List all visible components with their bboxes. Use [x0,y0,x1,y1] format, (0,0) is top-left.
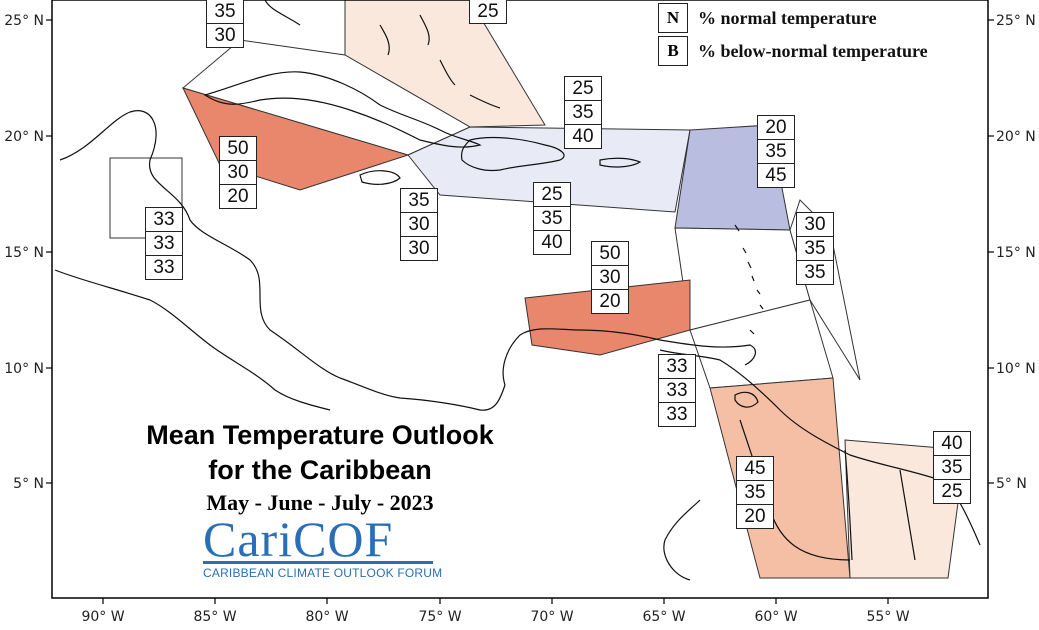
prob-normal: 30 [401,213,437,237]
prob-box-abc-islands: 50 30 20 [591,241,629,314]
prob-above: 40 [934,432,970,456]
prob-box-cuba-central-cayman: 50 30 20 [219,136,257,209]
prob-normal: 35 [565,101,601,125]
prob-box-suriname-french-guiana: 40 35 25 [933,431,971,504]
legend-below: B % below-normal temperature [658,36,928,66]
legend-label-normal: % normal temperature [698,7,877,28]
lat-tick-label-right: 15° N [996,245,1036,261]
lon-tick-label: 55° W [866,609,909,625]
prob-box-windward-islands: 30 35 35 [796,212,834,285]
prob-above: 25 [534,183,570,207]
prob-above: 50 [592,242,628,266]
prob-normal: 33 [659,379,695,403]
prob-below: 40 [541,232,563,253]
prob-below: 25 [941,481,963,502]
prob-normal: 30 [592,266,628,290]
logo-subtitle: CARIBBEAN CLIMATE OUTLOOK FORUM [203,566,443,580]
prob-below: 30 [408,238,430,259]
prob-above: 45 [737,457,773,481]
zone-guyana [709,377,851,579]
lon-tick-label: 85° W [193,609,236,625]
prob-below: 40 [572,126,594,147]
prob-below: 45 [765,165,787,186]
legend-label-below: % below-normal temperature [698,40,928,61]
lat-tick-label-right: 5° N [996,476,1027,492]
lat-tick-label-right: 25° N [996,13,1036,29]
map-title-line2: for the Caribbean [208,455,432,485]
legend-key-normal: N [658,3,688,33]
prob-normal: 35 [207,0,243,24]
longitude-axis: 90° W 85° W 80° W 75° W 70° W 65° W 60° W 55° W [81,598,910,625]
map-period: May - June - July - 2023 [206,490,434,515]
lon-tick-label: 75° W [418,609,461,625]
prob-box-trinidad-tobago: 33 33 33 [658,354,696,427]
logo-rule [203,561,433,564]
lat-tick-label-left: 10° N [4,361,44,377]
prob-above: 50 [220,137,256,161]
lat-tick-label-left: 15° N [4,245,44,261]
lon-tick-label: 70° W [530,609,573,625]
prob-box-hispaniola-south: 25 35 40 [533,182,571,255]
lat-tick-label-right: 20° N [996,129,1036,145]
prob-normal: 35 [934,456,970,480]
legend-key-below: B [658,36,688,66]
map-frame [51,0,989,599]
lon-tick-label: 65° W [642,609,685,625]
prob-below: 20 [227,186,249,207]
prob-box-leeward-islands: 20 35 45 [757,115,795,188]
prob-below: 20 [744,506,766,527]
prob-above: 35 [401,189,437,213]
prob-below: 30 [214,25,236,46]
prob-below: 33 [666,404,688,425]
lat-tick-label-left: 5° N [13,476,44,492]
prob-normal: 35 [534,207,570,231]
zone-abc [524,279,691,356]
prob-above: 33 [659,355,695,379]
prob-above: 25 [565,77,601,101]
prob-above: 20 [758,116,794,140]
legend-normal: N % normal temperature [658,3,877,33]
prob-below: 35 [804,262,826,283]
prob-above: 33 [146,208,182,232]
lon-tick-label: 80° W [305,609,348,625]
prob-below: 20 [599,291,621,312]
latitude-axis: 25° N 25° N 20° N 20° N 15° N 15° N 10° N 10° N… [4,13,1036,492]
caricof-logo: CariCOF [203,511,394,567]
forecast-zones [109,0,966,579]
prob-normal: 35 [797,237,833,261]
prob-box-cuba-west: 353530 [206,0,244,48]
prob-box-belize: 33 33 33 [145,207,183,280]
lat-tick-label-right: 10° N [996,361,1036,377]
prob-normal: 35 [737,481,773,505]
lon-tick-label: 90° W [81,609,124,625]
prob-below: 33 [153,257,175,278]
prob-box-hispaniola-north: 25 35 40 [564,76,602,149]
prob-box-guyana: 45 35 20 [736,456,774,529]
lat-tick-label-left: 20° N [4,129,44,145]
lon-tick-label: 60° W [754,609,797,625]
map-title-line1: Mean Temperature Outlook [146,420,494,450]
lat-tick-label-left: 25° N [4,13,44,29]
prob-above: 30 [797,213,833,237]
prob-normal: 30 [220,161,256,185]
prob-normal: 35 [758,140,794,164]
prob-below: 25 [477,1,499,22]
coastlines [54,0,981,581]
prob-normal: 33 [146,232,182,256]
prob-box-jamaica: 35 30 30 [400,188,438,261]
